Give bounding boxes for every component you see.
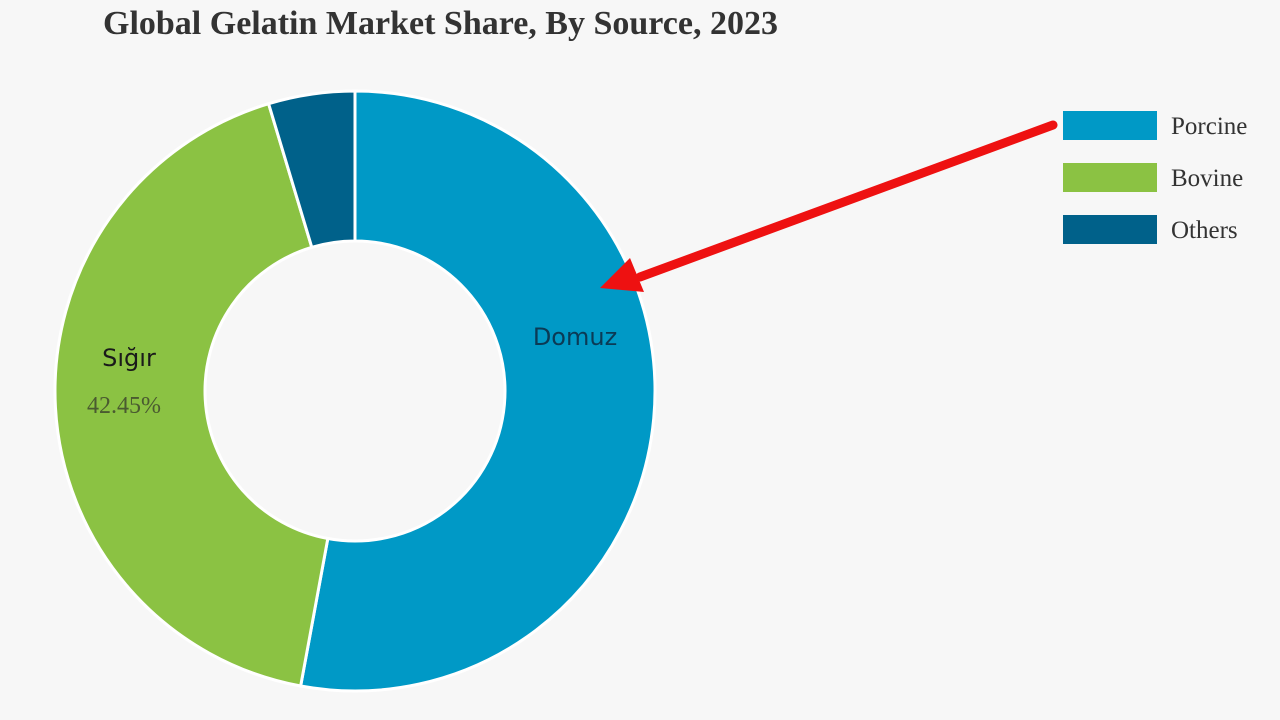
annotation-arrow-line (635, 120, 1058, 282)
legend-label-others: Others (1171, 217, 1238, 244)
chart-title: Global Gelatin Market Share, By Source, … (103, 5, 778, 42)
sigir-label: Sığır (102, 344, 156, 372)
donut-slices (53, 89, 657, 693)
legend-swatch-porcine (1063, 111, 1157, 140)
legend: Porcine Bovine Others (1063, 111, 1247, 244)
legend-swatch-bovine (1063, 163, 1157, 192)
legend-label-bovine: Bovine (1171, 165, 1243, 192)
slice-others (266, 89, 357, 250)
domuz-label: Domuz (533, 323, 617, 351)
bovine-percentage-label: 42.45% (87, 393, 161, 419)
slice-bovine (53, 101, 330, 688)
annotation-arrow-head (600, 258, 644, 292)
legend-label-porcine: Porcine (1171, 113, 1247, 140)
slice-porcine (298, 89, 657, 693)
legend-swatch-others (1063, 215, 1157, 244)
